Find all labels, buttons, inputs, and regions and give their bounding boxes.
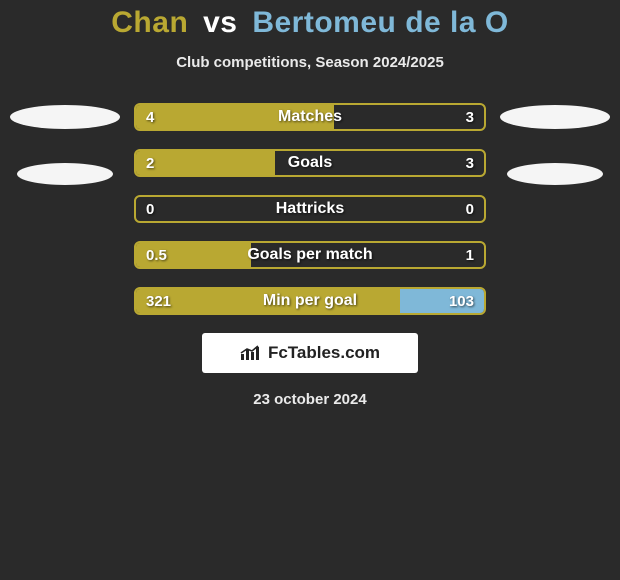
brand-badge[interactable]: FcTables.com: [202, 333, 418, 373]
title-vs: vs: [203, 6, 237, 39]
stat-label: Matches: [136, 108, 484, 126]
stat-label: Min per goal: [136, 292, 484, 310]
date-label: 23 october 2024: [253, 391, 366, 408]
title-player2: Bertomeu de la O: [252, 6, 508, 39]
stat-row: 321103Min per goal: [134, 287, 486, 315]
stat-row: 00Hattricks: [134, 195, 486, 223]
left-ellipse-1: [10, 105, 120, 129]
footer: FcTables.com 23 october 2024: [0, 333, 620, 408]
stat-label: Goals: [136, 154, 484, 172]
brand-text: FcTables.com: [268, 343, 380, 363]
left-side-graphics: [6, 103, 124, 185]
page-title: Chan vs Bertomeu de la O: [0, 6, 620, 40]
stat-bars: 43Matches 23Goals 00Hattricks 0.51Goals per…: [124, 103, 496, 315]
stat-row: 43Matches: [134, 103, 486, 131]
title-player1: Chan: [111, 6, 188, 39]
comparison-infographic: Chan vs Bertomeu de la O Club competitio…: [0, 0, 620, 408]
stat-row: 23Goals: [134, 149, 486, 177]
right-ellipse-2: [507, 163, 603, 185]
right-ellipse-1: [500, 105, 610, 129]
left-ellipse-2: [17, 163, 113, 185]
subtitle: Club competitions, Season 2024/2025: [0, 54, 620, 71]
stat-row: 0.51Goals per match: [134, 241, 486, 269]
stat-label: Goals per match: [136, 246, 484, 264]
main-row: 43Matches 23Goals 00Hattricks 0.51Goals per…: [0, 103, 620, 315]
right-side-graphics: [496, 103, 614, 185]
stat-label: Hattricks: [136, 200, 484, 218]
bar-chart-icon: [240, 344, 262, 362]
